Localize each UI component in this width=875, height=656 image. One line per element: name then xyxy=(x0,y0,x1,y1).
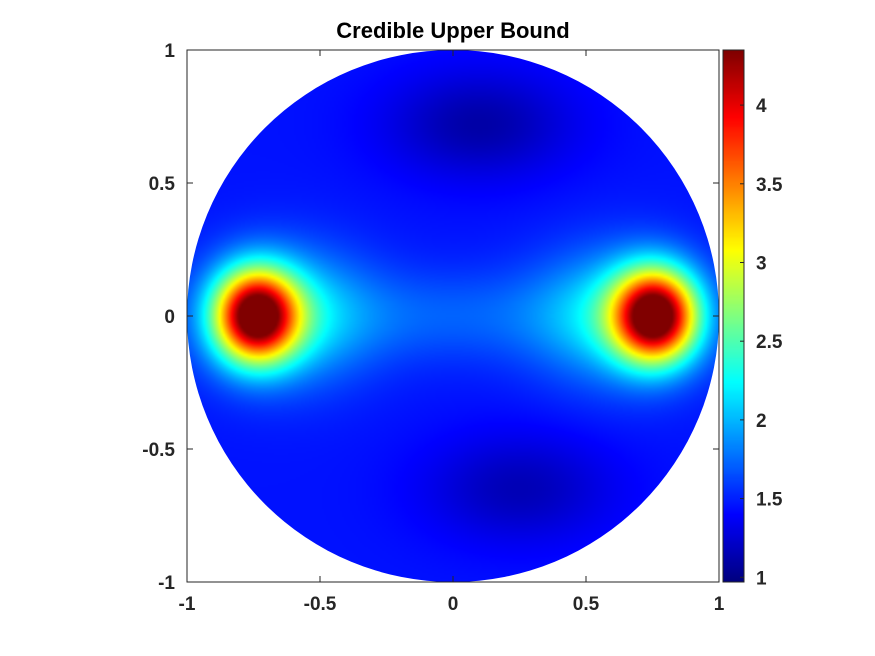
plot-area: -1 -0.5 0 0.5 1 -1 -0.5 0 0.5 1 xyxy=(142,41,724,615)
chart-title: Credible Upper Bound xyxy=(336,18,569,43)
y-tick-label: -1 xyxy=(158,573,175,594)
colorbar-tick-label: 3.5 xyxy=(756,175,783,196)
colorbar-tick-label: 2 xyxy=(756,411,767,432)
y-tick-label: -0.5 xyxy=(142,440,175,461)
colorbar-frame xyxy=(722,49,745,583)
heatmap-field xyxy=(187,50,719,582)
colorbar-ticks: 1 1.5 2 2.5 3 3.5 4 xyxy=(740,96,783,589)
x-tick-label: 0.5 xyxy=(573,594,600,615)
colorbar-tick-label: 1.5 xyxy=(756,490,783,511)
x-tick-label: -1 xyxy=(179,594,196,615)
colorbar-gradient xyxy=(723,50,744,582)
y-tick-label: 0 xyxy=(164,307,175,328)
colorbar: 1 1.5 2 2.5 3 3.5 4 xyxy=(722,49,783,589)
colorbar-tick-label: 3 xyxy=(756,253,767,274)
x-tick-label: 0 xyxy=(448,594,459,615)
y-axis: -1 -0.5 0 0.5 1 xyxy=(142,41,719,594)
x-axis: -1 -0.5 0 0.5 1 xyxy=(179,50,725,615)
colorbar-tick-label: 4 xyxy=(756,96,767,117)
y-tick-label: 0.5 xyxy=(149,174,176,195)
x-tick-label: -0.5 xyxy=(304,594,337,615)
colorbar-tick-label: 2.5 xyxy=(756,332,783,353)
y-tick-label: 1 xyxy=(164,41,175,62)
colorbar-tick-label: 1 xyxy=(756,568,767,589)
x-tick-label: 1 xyxy=(714,594,725,615)
